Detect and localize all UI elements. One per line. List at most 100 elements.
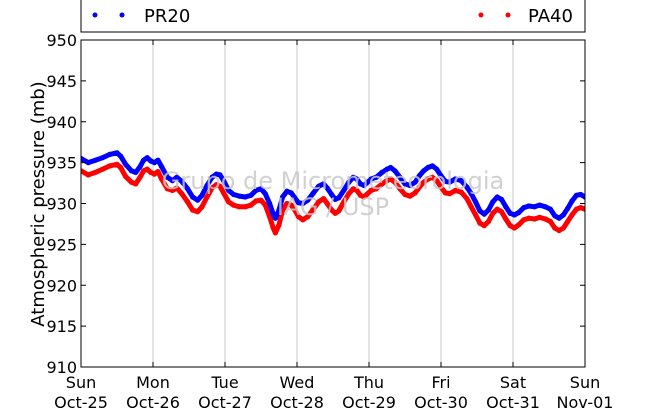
point-pr20-62 <box>365 179 371 185</box>
point-pr20-51 <box>321 181 327 187</box>
point-pa40-74 <box>421 179 427 185</box>
y-tick-label-6: 940 <box>46 113 77 132</box>
point-pa40-1 <box>85 172 91 178</box>
point-pr20-103 <box>556 215 562 221</box>
x-tick-label-date-7: Nov-01 <box>557 393 614 409</box>
point-pa40-97 <box>526 215 532 221</box>
point-pr20-78 <box>438 173 444 179</box>
point-pr20-19 <box>174 174 180 180</box>
y-tick-label-0: 910 <box>46 358 77 377</box>
point-pa40-78 <box>438 184 444 190</box>
point-pr20-41 <box>276 207 282 213</box>
point-pa40-25 <box>204 194 210 200</box>
point-pa40-36 <box>258 197 264 203</box>
point-pa40-15 <box>155 169 161 175</box>
point-pa40-0 <box>81 168 84 174</box>
point-pr20-50 <box>316 183 322 189</box>
y-tick-label-2: 920 <box>46 276 77 295</box>
point-pa40-67 <box>388 176 394 182</box>
point-pa40-29 <box>221 190 227 196</box>
point-pr20-82 <box>458 178 464 184</box>
point-pr20-53 <box>329 191 335 198</box>
point-pa40-62 <box>365 191 371 197</box>
point-pa40-12 <box>144 166 150 172</box>
point-pa40-8 <box>128 179 134 185</box>
point-pr20-92 <box>503 204 509 210</box>
point-pa40-26 <box>209 185 215 191</box>
point-pa40-45 <box>292 207 298 213</box>
point-pr20-59 <box>354 176 360 182</box>
point-pr20-70 <box>402 181 408 187</box>
point-pr20-9 <box>133 169 139 175</box>
point-pa40-3 <box>100 166 106 172</box>
point-pr20-25 <box>204 182 210 189</box>
y-tick-labels: 910 915 920 925 930 935 940 945 950 <box>46 31 77 377</box>
watermark-line-1: Grupo de Micrometeorologia <box>162 167 504 195</box>
point-pa40-69 <box>397 186 403 192</box>
legend: PR20 PA40 <box>80 0 586 33</box>
point-pr20-90 <box>494 194 500 200</box>
y-tick-label-1: 915 <box>46 317 77 336</box>
legend-marker-pa40-a <box>478 12 484 18</box>
x-tick-label-day-5: Fri <box>431 373 450 392</box>
x-tick-label-date-6: Oct-31 <box>486 393 540 409</box>
point-pr20-105 <box>565 205 571 211</box>
point-pr20-23 <box>195 197 201 203</box>
point-pa40-9 <box>133 181 139 187</box>
point-pr20-65 <box>379 169 385 175</box>
point-pr20-75 <box>425 164 431 171</box>
point-pa40-82 <box>458 189 464 195</box>
point-pa40-95 <box>516 222 522 228</box>
point-pr20-84 <box>468 191 474 197</box>
point-pr20-5 <box>114 150 120 156</box>
point-pa40-65 <box>379 181 385 187</box>
x-tick-label-day-4: Thu <box>353 373 384 392</box>
point-pa40-53 <box>329 207 335 213</box>
point-pr20-74 <box>421 168 427 174</box>
x-tick-label-day-7: Sun <box>570 373 600 392</box>
point-pa40-52 <box>324 200 330 207</box>
point-pr20-68 <box>392 168 398 174</box>
point-pa40-83 <box>464 196 470 202</box>
point-pr20-107 <box>573 192 580 198</box>
point-pr20-1 <box>85 160 91 166</box>
point-pa40-46 <box>295 214 301 220</box>
point-pr20-101 <box>547 206 554 212</box>
point-pr20-29 <box>221 178 227 184</box>
point-pa40-50 <box>316 199 322 205</box>
legend-frame <box>80 0 586 33</box>
point-pr20-7 <box>123 161 129 167</box>
point-pr20-36 <box>258 186 264 192</box>
point-pr20-81 <box>452 176 458 182</box>
point-pr20-31 <box>231 191 237 198</box>
point-pr20-69 <box>397 174 403 180</box>
point-pa40-79 <box>442 190 448 196</box>
point-pa40-68 <box>392 179 398 185</box>
point-pr20-30 <box>226 187 232 193</box>
point-pr20-22 <box>190 194 196 200</box>
point-pr20-71 <box>407 182 413 189</box>
point-pa40-22 <box>190 207 196 213</box>
point-pr20-40 <box>272 215 278 221</box>
point-pr20-67 <box>388 164 394 171</box>
point-pr20-100 <box>542 204 549 210</box>
point-pr20-64 <box>373 174 379 180</box>
point-pr20-17 <box>164 174 170 180</box>
point-pr20-99 <box>537 202 543 208</box>
point-pa40-102 <box>552 225 558 231</box>
point-pr20-63 <box>368 176 374 182</box>
point-pr20-56 <box>341 187 347 193</box>
point-pr20-12 <box>144 155 150 161</box>
point-pr20-104 <box>560 212 567 218</box>
point-pr20-57 <box>346 179 352 185</box>
point-pr20-16 <box>159 164 165 170</box>
point-pr20-18 <box>169 178 175 184</box>
x-tick-label-day-6: Sat <box>500 373 526 392</box>
legend-marker-pr20-a <box>92 12 98 18</box>
x-tick-label-day-1: Mon <box>136 373 170 392</box>
x-tick-label-date-0: Oct-25 <box>54 393 108 409</box>
point-pr20-87 <box>481 211 487 217</box>
point-pr20-21 <box>185 186 191 192</box>
point-pa40-35 <box>253 198 259 204</box>
